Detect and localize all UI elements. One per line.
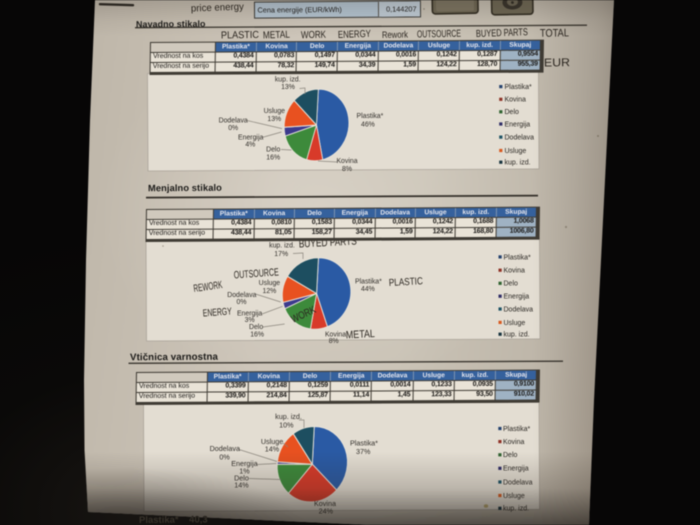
svg-text:Kovina: Kovina <box>504 268 526 275</box>
svg-text:Rework: Rework <box>382 29 408 40</box>
svg-text:37%: 37% <box>356 447 371 456</box>
svg-text:Energija: Energija <box>503 466 529 473</box>
svg-text:Delo: Delo <box>266 147 280 154</box>
svg-text:8%: 8% <box>342 166 352 173</box>
svg-text:Dodelava: Dodelava <box>227 292 256 299</box>
svg-text:Dodelava: Dodelava <box>503 479 533 486</box>
svg-text:METAL: METAL <box>346 328 376 342</box>
svg-text:Usluge: Usluge <box>505 148 527 155</box>
svg-text:Plastika*: Plastika* <box>504 254 532 261</box>
svg-text:Plastika*: Plastika* <box>505 84 533 91</box>
svg-text:Delo: Delo <box>249 324 263 331</box>
svg-text:Kovina: Kovina <box>505 97 527 104</box>
svg-text:16%: 16% <box>250 331 264 338</box>
svg-text:13%: 13% <box>267 116 281 123</box>
svg-text:46%: 46% <box>361 122 375 129</box>
svg-text:Energija: Energija <box>504 294 530 301</box>
svg-text:14%: 14% <box>265 445 280 454</box>
svg-text:Plastika*: Plastika* <box>357 113 384 120</box>
svg-text:kup. izd.: kup. izd. <box>275 77 301 84</box>
svg-text:17%: 17% <box>274 251 288 258</box>
svg-text:12%: 12% <box>263 288 277 295</box>
svg-text:Usluge: Usluge <box>504 320 526 327</box>
svg-text:Energija: Energija <box>238 135 263 142</box>
svg-text:Energija: Energija <box>505 121 531 128</box>
svg-text:Usluge: Usluge <box>264 108 286 115</box>
svg-text:0%: 0% <box>219 452 230 461</box>
svg-text:Dodelava: Dodelava <box>219 118 248 125</box>
svg-text:14%: 14% <box>234 481 249 490</box>
svg-text:EUR: EUR <box>544 57 570 69</box>
svg-text:3%: 3% <box>245 317 255 324</box>
svg-text:kup. izd.: kup. izd. <box>503 506 529 513</box>
svg-text:BUYED PARTS: BUYED PARTS <box>476 27 528 40</box>
svg-text:13%: 13% <box>281 84 295 91</box>
svg-text:Plastika*: Plastika* <box>355 279 382 286</box>
svg-text:PLASTIC: PLASTIC <box>221 30 259 42</box>
svg-text:0%: 0% <box>237 299 247 306</box>
svg-text:Delo: Delo <box>505 109 520 116</box>
svg-text:44%: 44% <box>361 286 375 293</box>
svg-text:Delo: Delo <box>503 452 518 459</box>
svg-text:kup. izd.: kup. izd. <box>504 332 530 339</box>
svg-text:TOTAL: TOTAL <box>540 27 569 40</box>
svg-text:24%: 24% <box>319 507 334 516</box>
svg-text:kup. izd.: kup. izd. <box>505 160 531 167</box>
svg-text:ENERGY: ENERGY <box>338 29 372 41</box>
svg-text:OUTSOURCE: OUTSOURCE <box>417 29 461 41</box>
svg-text:8%: 8% <box>329 338 339 345</box>
svg-text:16%: 16% <box>266 154 280 161</box>
svg-text:kup. izd.: kup. izd. <box>269 243 295 250</box>
svg-text:PLASTIC: PLASTIC <box>389 276 424 289</box>
svg-text:0%: 0% <box>228 125 238 132</box>
svg-text:METAL: METAL <box>263 30 291 42</box>
svg-text:10%: 10% <box>279 421 294 430</box>
svg-text:WORK: WORK <box>301 30 326 41</box>
svg-text:Kovina: Kovina <box>336 158 357 165</box>
svg-text:4%: 4% <box>245 142 255 149</box>
svg-text:Usluge: Usluge <box>503 493 525 500</box>
svg-text:ENERGY: ENERGY <box>202 306 232 319</box>
svg-text:Usluge: Usluge <box>259 280 281 287</box>
svg-text:Plastika* 40,3: Plastika* 40,3 <box>139 514 208 525</box>
svg-text:Delo: Delo <box>504 281 519 288</box>
svg-text:Dodelava: Dodelava <box>504 306 534 313</box>
svg-text:price energy: price energy <box>191 2 244 15</box>
svg-text:Dodelava: Dodelava <box>505 135 535 142</box>
svg-text:Plastika*: Plastika* <box>503 426 531 433</box>
svg-text:Kovina: Kovina <box>503 439 525 446</box>
